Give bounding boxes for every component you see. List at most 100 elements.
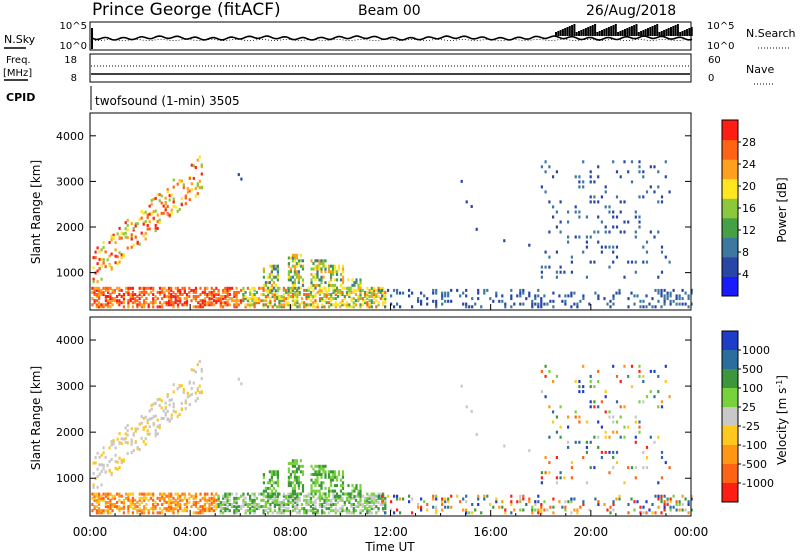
power-cell [203, 299, 207, 303]
velocity-cell [125, 496, 128, 500]
velocity-cell [287, 509, 290, 513]
velocity-cell [612, 503, 615, 506]
velocity-cell [293, 478, 296, 482]
velocity-cell [582, 364, 585, 368]
velocity-cell [477, 494, 480, 498]
velocity-cell [100, 509, 103, 513]
power-cell [460, 179, 463, 183]
velocity-cell [278, 511, 281, 515]
power-cell [149, 301, 152, 305]
velocity-cell [381, 494, 384, 498]
velocity-cell [143, 496, 146, 500]
power-cell [639, 305, 642, 309]
power-cell [166, 213, 169, 217]
velocity-cell [604, 395, 607, 399]
velocity-cell [224, 503, 227, 506]
power-cell [345, 305, 349, 309]
power-cell [339, 290, 342, 294]
power-cell [107, 305, 110, 309]
power-cell [210, 286, 213, 290]
power-cell [293, 253, 296, 257]
power-cell [330, 297, 333, 301]
velocity-cell [282, 492, 285, 496]
power-cell [274, 275, 277, 279]
velocity-cell [634, 435, 637, 439]
velocity-cell [182, 391, 185, 394]
velocity-cell [228, 498, 231, 502]
power-cell [131, 301, 134, 305]
velocity-cell [627, 374, 630, 378]
power-cell [310, 278, 313, 282]
velocity-cell [158, 507, 162, 511]
colorbar-tick-label: 24 [742, 158, 756, 171]
power-cell [262, 283, 265, 287]
power-cell [309, 293, 313, 296]
power-cell [270, 289, 273, 293]
velocity-cell [249, 511, 252, 515]
power-cell [131, 293, 134, 296]
velocity-cell [444, 500, 447, 504]
velocity-cell [441, 497, 444, 501]
power-cell [198, 155, 201, 159]
power-cell [669, 299, 672, 303]
power-cell [312, 267, 315, 271]
power-cell [116, 299, 119, 303]
power-cell [235, 299, 238, 303]
velocity-cell [348, 498, 351, 502]
velocity-cell [335, 475, 339, 479]
power-cell [152, 305, 155, 309]
power-cell [299, 253, 302, 257]
velocity-cell [672, 494, 675, 498]
power-cell [156, 297, 159, 301]
power-cell [127, 286, 130, 290]
power-cell [253, 286, 256, 290]
power-cell [335, 272, 339, 276]
velocity-cell [314, 505, 317, 509]
velocity-cell [354, 505, 358, 509]
velocity-cell [470, 409, 473, 413]
velocity-cell [298, 496, 301, 500]
power-cell [233, 295, 236, 298]
colorbar-swatch [722, 331, 738, 351]
power-cell [149, 290, 152, 294]
power-cell [353, 281, 356, 285]
power-cell [242, 299, 245, 303]
power-cell [237, 303, 240, 307]
velocity-cell [266, 495, 269, 499]
velocity-cell [349, 495, 352, 499]
power-cell [181, 286, 184, 290]
power-cell [276, 278, 279, 282]
power-cell [327, 293, 331, 296]
velocity-cell [630, 364, 634, 368]
power-cell [190, 163, 193, 167]
velocity-cell [91, 503, 94, 506]
velocity-cell [210, 503, 213, 506]
velocity-cell [567, 440, 570, 444]
velocity-cell [450, 505, 453, 509]
velocity-cell [262, 475, 265, 479]
velocity-cell [100, 498, 103, 502]
power-cell [465, 294, 468, 298]
velocity-cell [172, 509, 175, 513]
velocity-cell [224, 500, 227, 504]
power-cell [318, 290, 322, 294]
power-cell [297, 281, 300, 285]
velocity-cell [321, 511, 324, 515]
power-cell [384, 299, 387, 303]
velocity-cell [201, 507, 204, 511]
power-cell [316, 267, 319, 271]
velocity-cell [217, 498, 220, 502]
velocity-cell [262, 509, 265, 513]
velocity-cell [336, 500, 340, 504]
power-cell [172, 197, 175, 201]
power-cell [322, 264, 325, 268]
beam-label: Beam 00 [358, 3, 421, 19]
velocity-cell [510, 511, 513, 515]
power-cell [280, 303, 283, 307]
n-search-spike [658, 32, 661, 36]
velocity-cell [233, 505, 236, 509]
velocity-cell [183, 509, 186, 513]
velocity-cell [98, 455, 101, 459]
velocity-cell [332, 494, 335, 498]
velocity-cell [213, 505, 216, 509]
